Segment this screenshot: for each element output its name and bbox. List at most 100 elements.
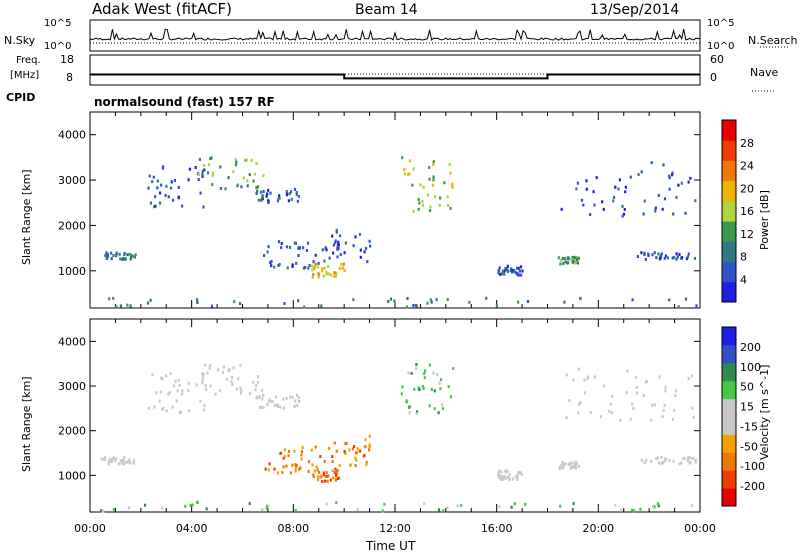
data-cell bbox=[603, 384, 606, 388]
data-cell bbox=[408, 159, 412, 163]
data-cell bbox=[449, 395, 452, 399]
data-cell bbox=[278, 194, 281, 198]
data-cell bbox=[563, 300, 566, 304]
data-cell bbox=[460, 503, 463, 507]
data-cell bbox=[318, 470, 321, 474]
data-cell bbox=[612, 199, 615, 203]
data-cell bbox=[644, 257, 647, 261]
data-cell bbox=[449, 171, 452, 175]
data-cell bbox=[158, 399, 161, 403]
data-cell bbox=[320, 474, 323, 478]
data-cell bbox=[201, 375, 204, 379]
data-cell bbox=[121, 257, 124, 261]
data-cell bbox=[694, 199, 697, 203]
data-cell bbox=[313, 469, 316, 473]
data-cell bbox=[579, 400, 582, 404]
data-cell bbox=[110, 251, 113, 255]
data-cell bbox=[408, 405, 412, 409]
data-cell bbox=[664, 389, 667, 393]
data-cell bbox=[621, 204, 624, 208]
data-cell bbox=[684, 211, 687, 215]
x-tick-label: 00:00 bbox=[684, 522, 716, 535]
data-cell bbox=[503, 272, 506, 276]
data-cell bbox=[114, 459, 117, 463]
data-cell bbox=[401, 156, 404, 160]
data-cell bbox=[295, 261, 298, 265]
data-cell bbox=[255, 384, 258, 387]
data-cell bbox=[663, 457, 667, 461]
data-cell bbox=[203, 168, 206, 172]
data-cell bbox=[270, 260, 273, 263]
colorbar-tick-label: 8 bbox=[740, 251, 747, 264]
data-cell bbox=[578, 402, 581, 406]
data-cell bbox=[339, 234, 342, 238]
data-cell bbox=[368, 443, 371, 447]
data-cell bbox=[659, 256, 662, 260]
data-cell bbox=[287, 450, 290, 453]
data-cell bbox=[336, 469, 339, 473]
data-cell bbox=[314, 262, 317, 266]
data-cell bbox=[153, 405, 156, 409]
data-cell bbox=[255, 186, 258, 190]
data-cell bbox=[325, 502, 328, 506]
nave-tick-top: 60 bbox=[710, 53, 724, 66]
data-cell bbox=[571, 461, 574, 465]
data-cell bbox=[176, 389, 179, 393]
data-cell bbox=[171, 405, 174, 409]
data-cell bbox=[148, 174, 151, 178]
data-cell bbox=[643, 253, 646, 256]
data-cell bbox=[511, 268, 514, 272]
data-cell bbox=[690, 504, 694, 508]
data-cell bbox=[657, 504, 660, 508]
data-cell bbox=[184, 504, 187, 508]
data-cell bbox=[576, 261, 579, 265]
data-cell bbox=[262, 406, 265, 410]
data-cell bbox=[103, 456, 107, 460]
data-cell bbox=[338, 266, 341, 270]
data-cell bbox=[583, 391, 587, 395]
colorbar-segment bbox=[722, 200, 736, 222]
y-tick-label: 3000 bbox=[58, 380, 86, 393]
data-cell bbox=[235, 160, 238, 164]
dynamic-marks: 1000200030004000481216202428100020003000… bbox=[58, 28, 790, 535]
data-cell bbox=[432, 160, 435, 164]
data-cell bbox=[415, 367, 418, 371]
data-cell bbox=[291, 395, 294, 399]
data-cell bbox=[304, 266, 307, 269]
data-cell bbox=[203, 404, 206, 408]
data-cell bbox=[565, 416, 568, 420]
data-cell bbox=[400, 392, 403, 396]
data-cell bbox=[198, 157, 201, 161]
data-cell bbox=[161, 407, 164, 411]
data-cell bbox=[334, 275, 337, 278]
data-cell bbox=[586, 377, 589, 381]
data-cell bbox=[239, 302, 242, 305]
data-cell bbox=[112, 254, 115, 257]
data-cell bbox=[567, 256, 570, 260]
data-cell bbox=[132, 460, 135, 464]
data-cell bbox=[500, 272, 503, 276]
data-cell bbox=[256, 375, 259, 379]
data-cell bbox=[518, 269, 522, 273]
data-cell bbox=[686, 255, 689, 259]
data-cell bbox=[146, 301, 150, 305]
data-cell bbox=[369, 244, 372, 248]
data-cell bbox=[322, 274, 325, 278]
data-cell bbox=[240, 388, 243, 392]
data-cell bbox=[242, 176, 245, 180]
data-cell bbox=[335, 449, 338, 453]
data-cell bbox=[497, 474, 500, 478]
data-cell bbox=[123, 462, 126, 466]
data-cell bbox=[569, 466, 572, 470]
data-cell bbox=[276, 199, 279, 203]
data-cell bbox=[297, 396, 301, 400]
data-cell bbox=[441, 407, 444, 411]
data-cell bbox=[618, 178, 621, 182]
velocity-ylabel: Slant Range [km] bbox=[20, 376, 33, 472]
data-cell bbox=[106, 254, 109, 258]
data-cell bbox=[680, 256, 683, 260]
data-cell bbox=[575, 187, 578, 191]
data-cell bbox=[197, 173, 200, 176]
data-cell bbox=[307, 470, 310, 473]
data-cell bbox=[650, 161, 653, 165]
